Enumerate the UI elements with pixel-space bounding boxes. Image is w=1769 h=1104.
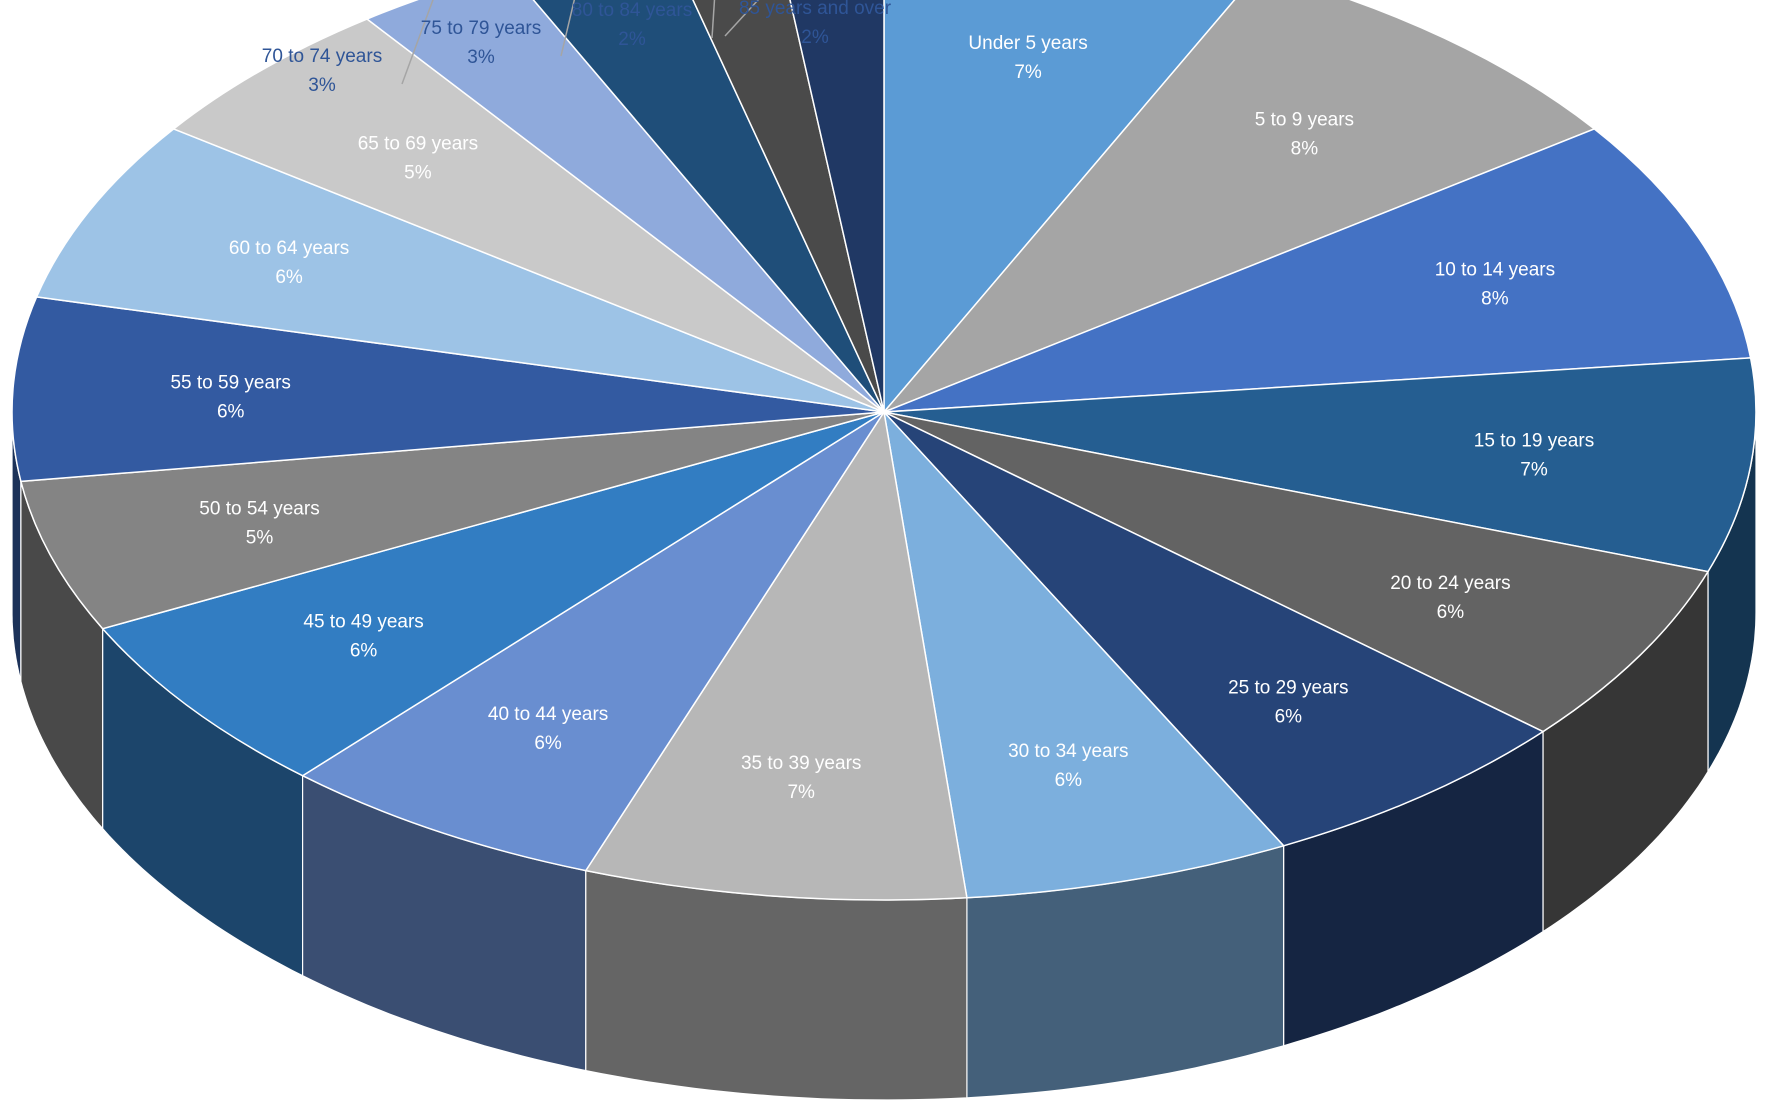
pie-slices [11,0,1757,901]
slice-6 [882,409,1285,899]
percent-label-14: 3% [308,75,336,96]
category-label-11: 55 to 59 years [170,373,290,394]
category-label-12: 60 to 64 years [229,238,349,259]
percent-label-16: 2% [618,29,646,50]
category-label-6: 30 to 34 years [1008,741,1128,762]
percent-label-11: 6% [217,402,245,423]
leader-line-16 [711,0,716,39]
leader-line-17 [724,0,760,37]
percent-label-8: 6% [534,733,562,754]
percent-label-6: 6% [1055,770,1083,791]
percent-label-1: 8% [1291,139,1319,160]
category-label-13: 65 to 69 years [358,133,478,154]
slice-13 [172,18,885,413]
slice-5 [883,411,1545,847]
data-labels: Under 5 years 7% 5 to 9 years 8% 10 to 14 ye… [170,0,1594,803]
percent-label-12: 6% [275,267,303,288]
percent-label-4: 6% [1437,602,1465,623]
slice-3 [883,357,1757,573]
category-label-3: 15 to 19 years [1474,431,1594,452]
slice-17 [789,0,885,413]
percent-label-3: 7% [1520,460,1548,481]
percent-label-13: 5% [404,162,432,183]
slice-7 [584,409,968,901]
percent-label-7: 7% [787,782,815,803]
category-label-16: 80 to 84 years [572,0,692,21]
category-label-14: 70 to 74 years [262,46,382,67]
category-label-7: 35 to 39 years [741,753,861,774]
category-label-15: 75 to 79 years [421,18,541,39]
slice-2 [883,128,1752,413]
category-label-2: 10 to 14 years [1435,259,1555,280]
percent-label-15: 3% [467,47,495,68]
percent-label-2: 8% [1481,288,1509,309]
category-label-4: 20 to 24 years [1390,573,1510,594]
slice-9 [101,411,885,777]
category-label-5: 25 to 29 years [1228,678,1348,699]
side-wall-7 [585,869,968,1101]
category-label-17: 85 years and over [739,0,892,19]
category-label-10: 50 to 54 years [199,499,319,520]
leader-line-15 [560,0,576,57]
slice-4 [883,411,1710,733]
category-label-1: 5 to 9 years [1255,110,1354,131]
slice-8 [301,411,885,872]
category-label-0: Under 5 years [968,33,1087,54]
slice-14 [365,0,885,413]
percent-label-10: 5% [246,528,274,549]
percent-label-5: 6% [1275,707,1303,728]
percent-label-17: 2% [801,27,829,48]
slice-11 [11,296,885,483]
percent-label-9: 6% [350,641,378,662]
category-label-8: 40 to 44 years [488,704,608,725]
slice-12 [35,128,885,413]
slice-10 [19,411,885,630]
leader-line-14 [401,0,434,85]
category-label-9: 45 to 49 years [303,612,423,633]
leader-lines [401,0,760,85]
slice-15 [532,0,885,413]
percent-label-0: 7% [1014,62,1042,83]
slice-16 [692,0,885,413]
slice-1 [883,0,1596,413]
